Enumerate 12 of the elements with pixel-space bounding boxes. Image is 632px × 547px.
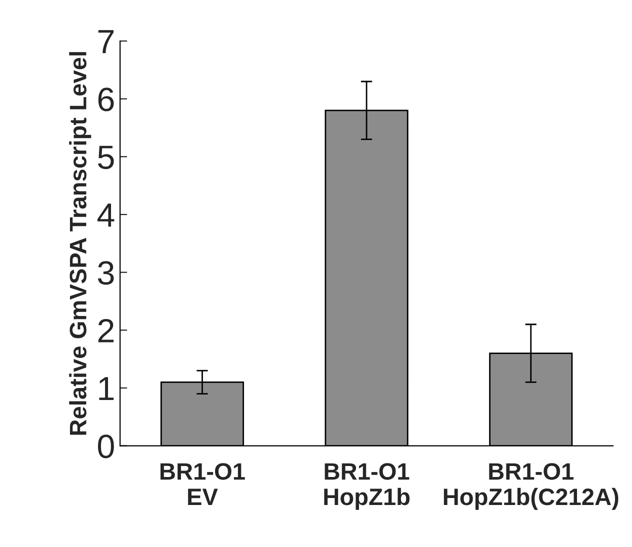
y-tick-label: 0	[98, 434, 114, 458]
y-tick-label: 5	[98, 146, 114, 170]
y-tick-label: 1	[99, 377, 114, 400]
y-tick-label: 2	[98, 318, 114, 342]
y-axis-title: Relative GmVSPA Transcript Level	[69, 52, 92, 435]
y-tick-label: 3	[98, 261, 114, 285]
y-tick-label: 4	[97, 204, 114, 227]
x-tick-label: BR1-O1 HopZ1b(C212A)	[444, 463, 618, 510]
y-tick-label: 6	[98, 88, 114, 112]
x-tick-label: BR1-O1 HopZ1b	[324, 463, 410, 510]
x-tick-label: BR1-O1 EV	[160, 463, 245, 506]
y-tick-label: 7	[98, 30, 114, 54]
